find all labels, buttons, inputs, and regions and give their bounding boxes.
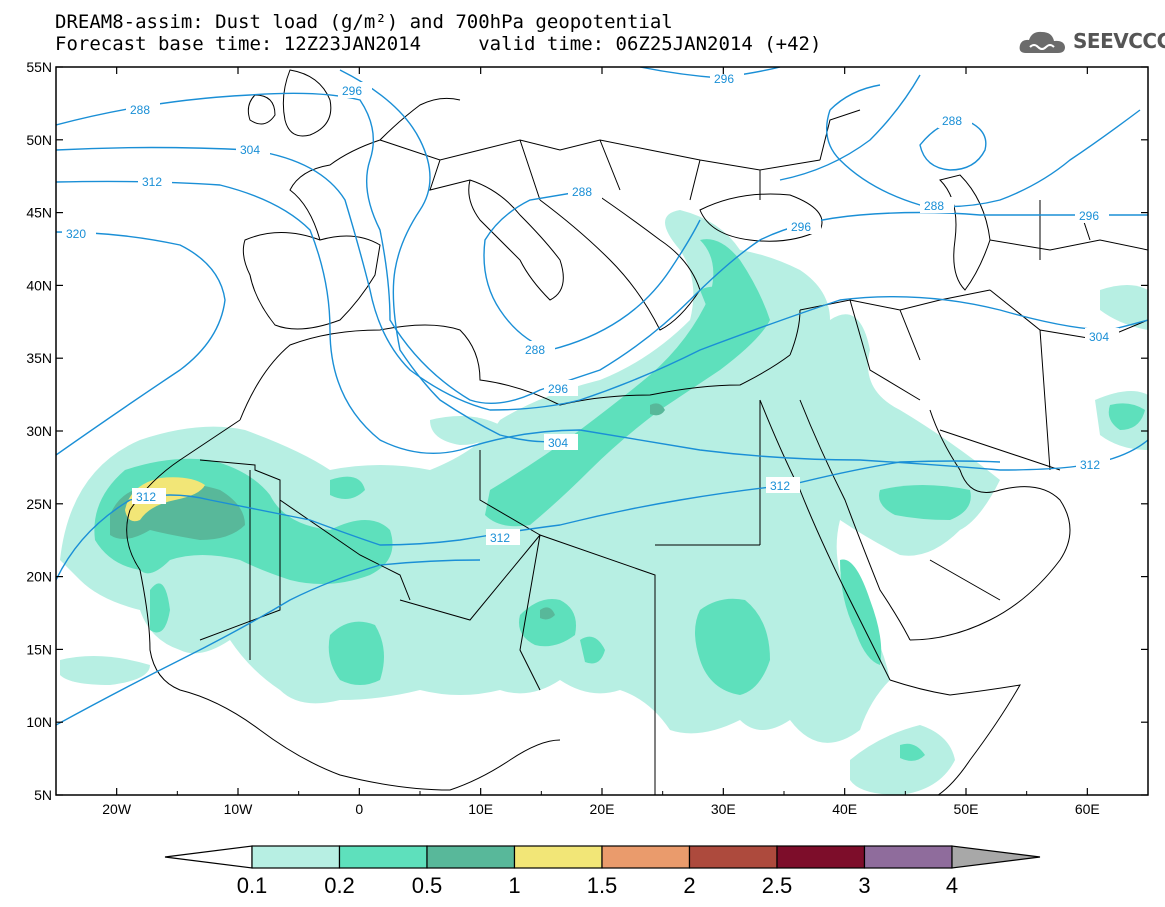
lon-tick-label: 50E bbox=[954, 801, 979, 817]
legend-swatch bbox=[513, 845, 603, 869]
map-plot-area: 296 288 296 304 312 320 288 288 296 304 … bbox=[56, 67, 1148, 795]
contour-label: 288 bbox=[525, 343, 545, 357]
lon-tick-label: 30E bbox=[711, 801, 736, 817]
legend-swatch bbox=[338, 845, 428, 869]
contour-label: 312 bbox=[142, 175, 162, 189]
lat-tick-label: 25N bbox=[26, 496, 52, 512]
contour-label: 312 bbox=[770, 479, 790, 493]
legend-label: 1 bbox=[508, 873, 520, 898]
lon-tick-label: 20W bbox=[102, 801, 132, 817]
contour-label: 304 bbox=[548, 436, 568, 450]
lon-tick-label: 40E bbox=[832, 801, 857, 817]
legend-label: 0.2 bbox=[324, 873, 355, 898]
legend-swatch bbox=[776, 845, 866, 869]
lon-tick-label: 20E bbox=[590, 801, 615, 817]
contour-labels: 296 288 296 304 312 320 288 288 296 304 … bbox=[62, 70, 1119, 545]
legend-label: 0.5 bbox=[412, 873, 443, 898]
legend-label: 4 bbox=[946, 873, 958, 898]
legend-label: 0.1 bbox=[237, 873, 268, 898]
coastlines bbox=[126, 69, 1148, 795]
lat-tick-label: 55N bbox=[26, 59, 52, 75]
latitude-axis: 55N 50N 45N 40N 35N 30N 25N 20N 15N 10N 5N bbox=[26, 59, 1148, 803]
contour-label: 320 bbox=[66, 227, 86, 241]
contour-label: 296 bbox=[342, 84, 362, 98]
legend-label: 1.5 bbox=[587, 873, 618, 898]
legend-label: 2 bbox=[683, 873, 695, 898]
contour-label: 288 bbox=[572, 185, 592, 199]
contour-label: 296 bbox=[1079, 209, 1099, 223]
contour-label: 296 bbox=[548, 382, 568, 396]
legend-label: 3 bbox=[858, 873, 870, 898]
contour-label: 288 bbox=[130, 103, 150, 117]
contour-label: 312 bbox=[1080, 458, 1100, 472]
contour-label: 296 bbox=[791, 220, 811, 234]
legend-label: 2.5 bbox=[762, 873, 793, 898]
contour-label: 312 bbox=[490, 531, 510, 545]
lat-tick-label: 20N bbox=[26, 569, 52, 585]
contour-label: 304 bbox=[240, 143, 260, 157]
map-title: DREAM8-assim: Dust load (g/m²) and 700hP… bbox=[55, 11, 673, 33]
legend-underflow-triangle bbox=[164, 845, 253, 869]
legend-swatch bbox=[601, 845, 691, 869]
lat-tick-label: 35N bbox=[26, 350, 52, 366]
seevccc-logo: SEEVCCC bbox=[1018, 25, 1165, 59]
forecast-times: Forecast base time: 12Z23JAN2014 valid t… bbox=[55, 33, 822, 55]
contour-label: 288 bbox=[942, 114, 962, 128]
legend-swatch bbox=[863, 845, 953, 869]
lat-tick-label: 30N bbox=[26, 423, 52, 439]
legend-swatch bbox=[251, 845, 341, 869]
lon-tick-label: 10W bbox=[224, 801, 254, 817]
lat-tick-label: 5N bbox=[34, 787, 52, 803]
lon-tick-label: 0 bbox=[355, 801, 363, 817]
lat-tick-label: 50N bbox=[26, 132, 52, 148]
lon-tick-label: 10E bbox=[468, 801, 493, 817]
legend-swatch bbox=[688, 845, 778, 869]
lat-tick-label: 15N bbox=[26, 641, 52, 657]
contour-label: 288 bbox=[924, 199, 944, 213]
lat-tick-label: 40N bbox=[26, 277, 52, 293]
contour-label: 296 bbox=[714, 72, 734, 86]
legend-swatch bbox=[426, 845, 516, 869]
cloud-logo-icon bbox=[1019, 31, 1065, 53]
logo-text: SEEVCCC bbox=[1073, 29, 1165, 53]
contour-label: 312 bbox=[136, 490, 156, 504]
lon-tick-label: 60E bbox=[1075, 801, 1100, 817]
longitude-axis: 20W 10W 0 10E 20E 30E 40E 50E 60E bbox=[55, 67, 1149, 817]
lat-tick-label: 10N bbox=[26, 714, 52, 730]
legend-overflow-triangle bbox=[951, 845, 1041, 869]
lat-tick-label: 45N bbox=[26, 205, 52, 221]
contour-label: 304 bbox=[1089, 330, 1109, 344]
